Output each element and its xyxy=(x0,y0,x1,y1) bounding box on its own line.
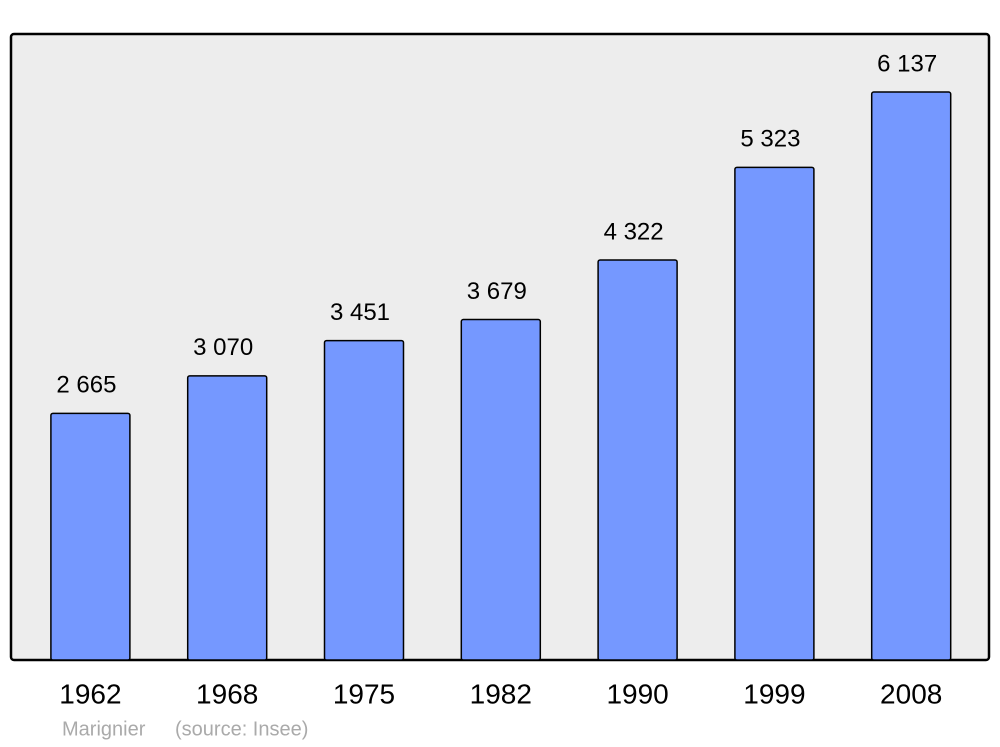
value-label: 6 137 xyxy=(877,50,937,77)
bar xyxy=(460,318,542,661)
x-tick-label: 1982 xyxy=(470,678,532,709)
x-tick-label: 1990 xyxy=(606,678,668,709)
x-tick-label: 1999 xyxy=(743,678,805,709)
bar xyxy=(870,91,952,661)
value-label: 5 323 xyxy=(740,126,800,153)
x-tick-label: 1968 xyxy=(196,678,258,709)
x-tick-label: 2008 xyxy=(880,678,942,709)
bar xyxy=(186,375,268,661)
bar xyxy=(50,412,131,661)
value-label: 3 451 xyxy=(330,299,390,326)
caption: Marignier xyxy=(62,718,146,740)
value-label: 3 679 xyxy=(467,278,527,305)
value-label: 2 665 xyxy=(56,372,116,399)
bar xyxy=(734,166,815,661)
value-label: 4 322 xyxy=(604,218,664,245)
x-tick-label: 1975 xyxy=(333,678,395,709)
bar xyxy=(597,259,678,661)
bar xyxy=(323,339,405,661)
value-label: 3 070 xyxy=(193,334,253,361)
source: (source: Insee) xyxy=(175,718,308,740)
x-tick-label: 1962 xyxy=(59,678,121,709)
